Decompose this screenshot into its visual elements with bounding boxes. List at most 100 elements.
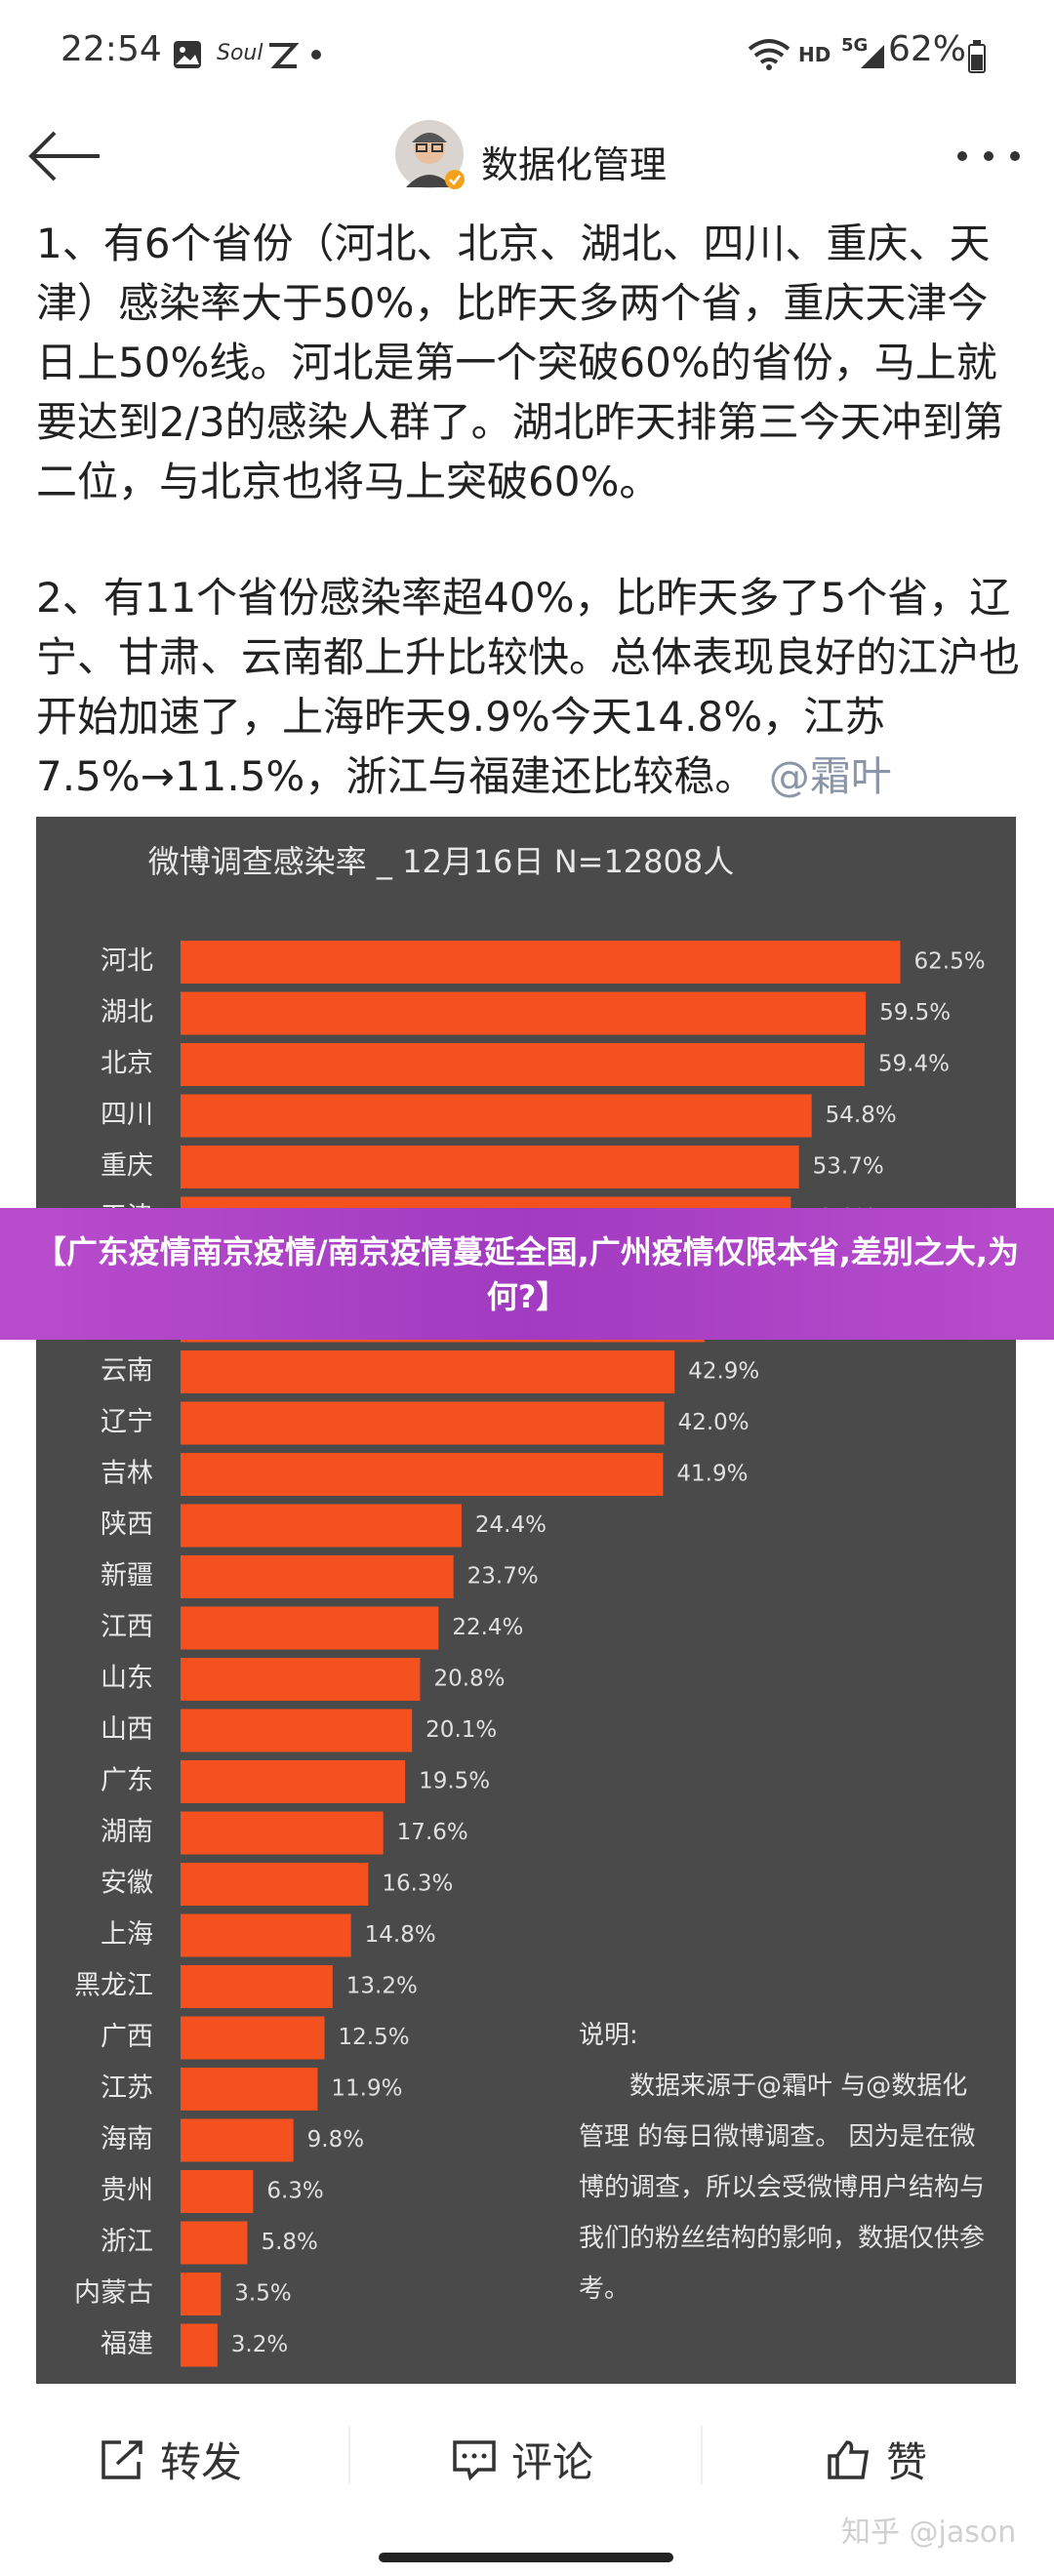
category-label: 广东 — [101, 1766, 153, 1796]
paragraph: 1、有6个省份（河北、北京、湖北、四川、重庆、天津）感染率大于50%，比昨天多两… — [36, 220, 1004, 505]
status-app: Soul — [217, 41, 264, 65]
category-label: 安徽 — [101, 1869, 153, 1899]
category-label: 上海 — [101, 1919, 153, 1950]
bar — [181, 2016, 325, 2060]
category-label: 河北 — [101, 946, 153, 977]
comment-icon — [453, 2439, 496, 2480]
category-label: 贵州 — [101, 2176, 153, 2206]
bar — [181, 2068, 318, 2111]
author-name[interactable]: 数据化管理 — [481, 143, 668, 186]
divider — [348, 2426, 350, 2484]
comment-button[interactable]: 评论 — [451, 2430, 593, 2489]
value-label: 5.8% — [261, 2230, 317, 2255]
value-label: 3.2% — [231, 2332, 288, 2357]
status-icons — [269, 43, 321, 68]
value-label: 62.5% — [914, 949, 986, 975]
category-label: 黑龙江 — [74, 1971, 153, 2001]
action-bar — [0, 2393, 1054, 2535]
status-network: HD — [798, 43, 831, 66]
banner[interactable]: 【广东疫情南京疫情/南京疫情蔓延全国,广州疫情仅限本省,差别之大,为何?】 — [0, 1208, 1054, 1340]
bar — [181, 2273, 222, 2315]
category-label: 广西 — [101, 2022, 153, 2052]
value-label: 20.8% — [433, 1667, 505, 1692]
value-label: 42.0% — [678, 1410, 750, 1435]
share-button[interactable]: 转发 — [100, 2430, 242, 2489]
value-label: 6.3% — [266, 2179, 323, 2204]
value-label: 16.3% — [382, 1872, 453, 1897]
wifi-icon — [748, 39, 790, 70]
status-battery: 62% — [888, 29, 967, 69]
category-label: 北京 — [101, 1049, 153, 1079]
bar — [181, 1709, 413, 1752]
value-label: 11.9% — [331, 2076, 402, 2102]
gallery-icon — [174, 41, 201, 68]
bar — [181, 1043, 865, 1086]
bar — [181, 1658, 421, 1701]
bar — [181, 1863, 369, 1906]
category-label: 江苏 — [101, 2073, 153, 2104]
category-label: 新疆 — [101, 1561, 153, 1591]
value-label: 9.8% — [307, 2127, 364, 2153]
like-icon — [828, 2439, 870, 2479]
category-label: 四川 — [101, 1100, 153, 1130]
bar — [181, 941, 901, 984]
share-icon — [101, 2439, 142, 2479]
bar — [181, 1555, 454, 1598]
category-label: 云南 — [101, 1356, 153, 1387]
action-label[interactable]: 评论 — [511, 2438, 594, 2486]
value-label: 14.8% — [365, 1922, 436, 1948]
bar — [181, 2170, 254, 2213]
category-label: 湖南 — [101, 1817, 153, 1847]
category-label: 重庆 — [101, 1151, 153, 1182]
watermark: 知乎 @jason — [841, 2516, 1017, 2550]
bar — [181, 991, 867, 1035]
bar — [181, 1453, 664, 1496]
note-title: 说明: — [579, 2021, 638, 2050]
value-label: 13.2% — [346, 1974, 418, 1999]
value-label: 19.5% — [419, 1769, 490, 1794]
value-label: 12.5% — [339, 2025, 410, 2050]
bar — [181, 1401, 665, 1445]
status-signal: 5G — [841, 35, 869, 56]
more-button[interactable] — [954, 144, 1023, 168]
value-label: 53.7% — [813, 1154, 884, 1180]
paragraph-text: 2、有11个省份感染率超40%，比昨天多了5个省，辽宁、甘肃、云南都上升比较快。… — [36, 574, 1021, 800]
action-label[interactable]: 转发 — [160, 2438, 243, 2486]
category-label: 湖北 — [101, 997, 153, 1027]
back-button[interactable] — [25, 127, 103, 185]
chart: 微博调查感染率 _ 12月16日 N=12808人 河北 62.5% 湖北 59.5%… — [36, 817, 1016, 2384]
status-time: 22:54 — [61, 29, 162, 69]
bar — [181, 1913, 351, 1957]
banner-text[interactable]: 【广东疫情南京疫情/南京疫情蔓延全国,广州疫情仅限本省,差别之大,为何?】 — [34, 1232, 1020, 1315]
battery-icon — [968, 40, 986, 73]
bar — [181, 2118, 294, 2162]
paragraph: 2、有11个省份感染率超40%，比昨天多了5个省，辽宁、甘肃、云南都上升比较快。… — [36, 568, 1022, 806]
chart-title: 微博调查感染率 _ 12月16日 N=12808人 — [148, 843, 735, 880]
value-label: 23.7% — [467, 1564, 539, 1590]
action-label[interactable]: 赞 — [886, 2438, 928, 2486]
category-label: 山西 — [101, 1714, 153, 1745]
bar — [181, 2221, 248, 2265]
bar — [181, 1965, 333, 2008]
divider — [701, 2426, 703, 2484]
author-avatar[interactable] — [394, 119, 468, 193]
value-label: 59.5% — [879, 1000, 951, 1026]
category-label: 吉林 — [101, 1459, 153, 1489]
like-button[interactable]: 赞 — [826, 2430, 927, 2489]
category-label: 辽宁 — [101, 1407, 153, 1437]
category-label: 浙江 — [101, 2227, 153, 2257]
value-label: 41.9% — [676, 1462, 748, 1487]
bar — [181, 1350, 675, 1393]
mention[interactable]: @霜叶 — [768, 752, 892, 800]
bar — [181, 1760, 406, 1803]
note-text: 数据来源于@霜叶 与@数据化管理 的每日微博调查。 因为是在微博的调查，所以会受… — [579, 2072, 986, 2304]
value-label: 54.8% — [826, 1103, 897, 1128]
bar — [181, 1811, 384, 1855]
category-label: 内蒙古 — [74, 2278, 153, 2309]
home-indicator — [379, 2553, 673, 2562]
signal-icon — [861, 45, 884, 68]
bar — [181, 1504, 462, 1548]
bar — [181, 1146, 799, 1188]
